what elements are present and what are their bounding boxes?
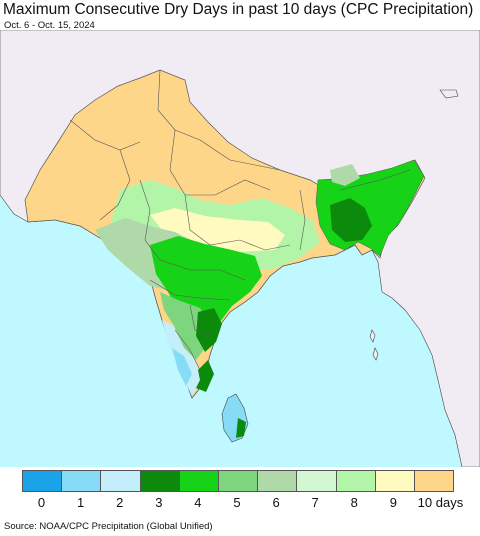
legend-labels: 0 1 2 3 4 5 6 7 8 9 10 days [22,495,463,511]
legend: 0 1 2 3 4 5 6 7 8 9 10 days [22,470,463,514]
legend-swatch-4 [179,471,219,491]
legend-swatch-6 [258,471,298,491]
legend-swatch-7 [297,471,337,491]
legend-label-6: 6 [272,495,280,510]
legend-swatch-5 [218,471,259,491]
legend-label-2: 2 [116,495,124,510]
legend-label-8: 8 [350,495,358,510]
legend-swatch-8 [336,471,376,491]
legend-swatch-10 [414,471,454,491]
legend-swatch-9 [375,471,415,491]
zone-5-days [160,292,212,360]
source-credit: Source: NOAA/CPC Precipitation (Global U… [4,521,213,532]
legend-label-9: 9 [389,495,397,510]
northeast-pale [330,164,360,186]
sri-lanka-green [236,418,246,438]
zone-3-days-south [196,360,214,392]
legend-label-0: 0 [37,495,46,510]
legend-swatch-2 [101,471,141,491]
legend-label-5: 5 [233,495,241,510]
legend-label-1: 1 [77,495,85,510]
legend-swatch-1 [62,471,102,491]
northeast-dark [330,198,372,242]
map-subtitle: Oct. 6 - Oct. 15, 2024 [4,20,95,31]
andaman-islands [369,89,459,361]
legend-label-4: 4 [194,495,202,510]
legend-label-3: 3 [155,495,163,510]
legend-swatch-3 [140,471,180,491]
borders [69,69,411,371]
legend-swatch-0 [23,471,63,491]
legend-label-10: 10 days [417,495,464,510]
dry-days-map [0,30,480,467]
legend-color-bar [22,470,454,492]
map-title: Maximum Consecutive Dry Days in past 10 … [3,1,474,18]
zone-3-days [196,308,222,352]
zone-1-day [172,348,192,386]
legend-label-7: 7 [311,495,319,510]
